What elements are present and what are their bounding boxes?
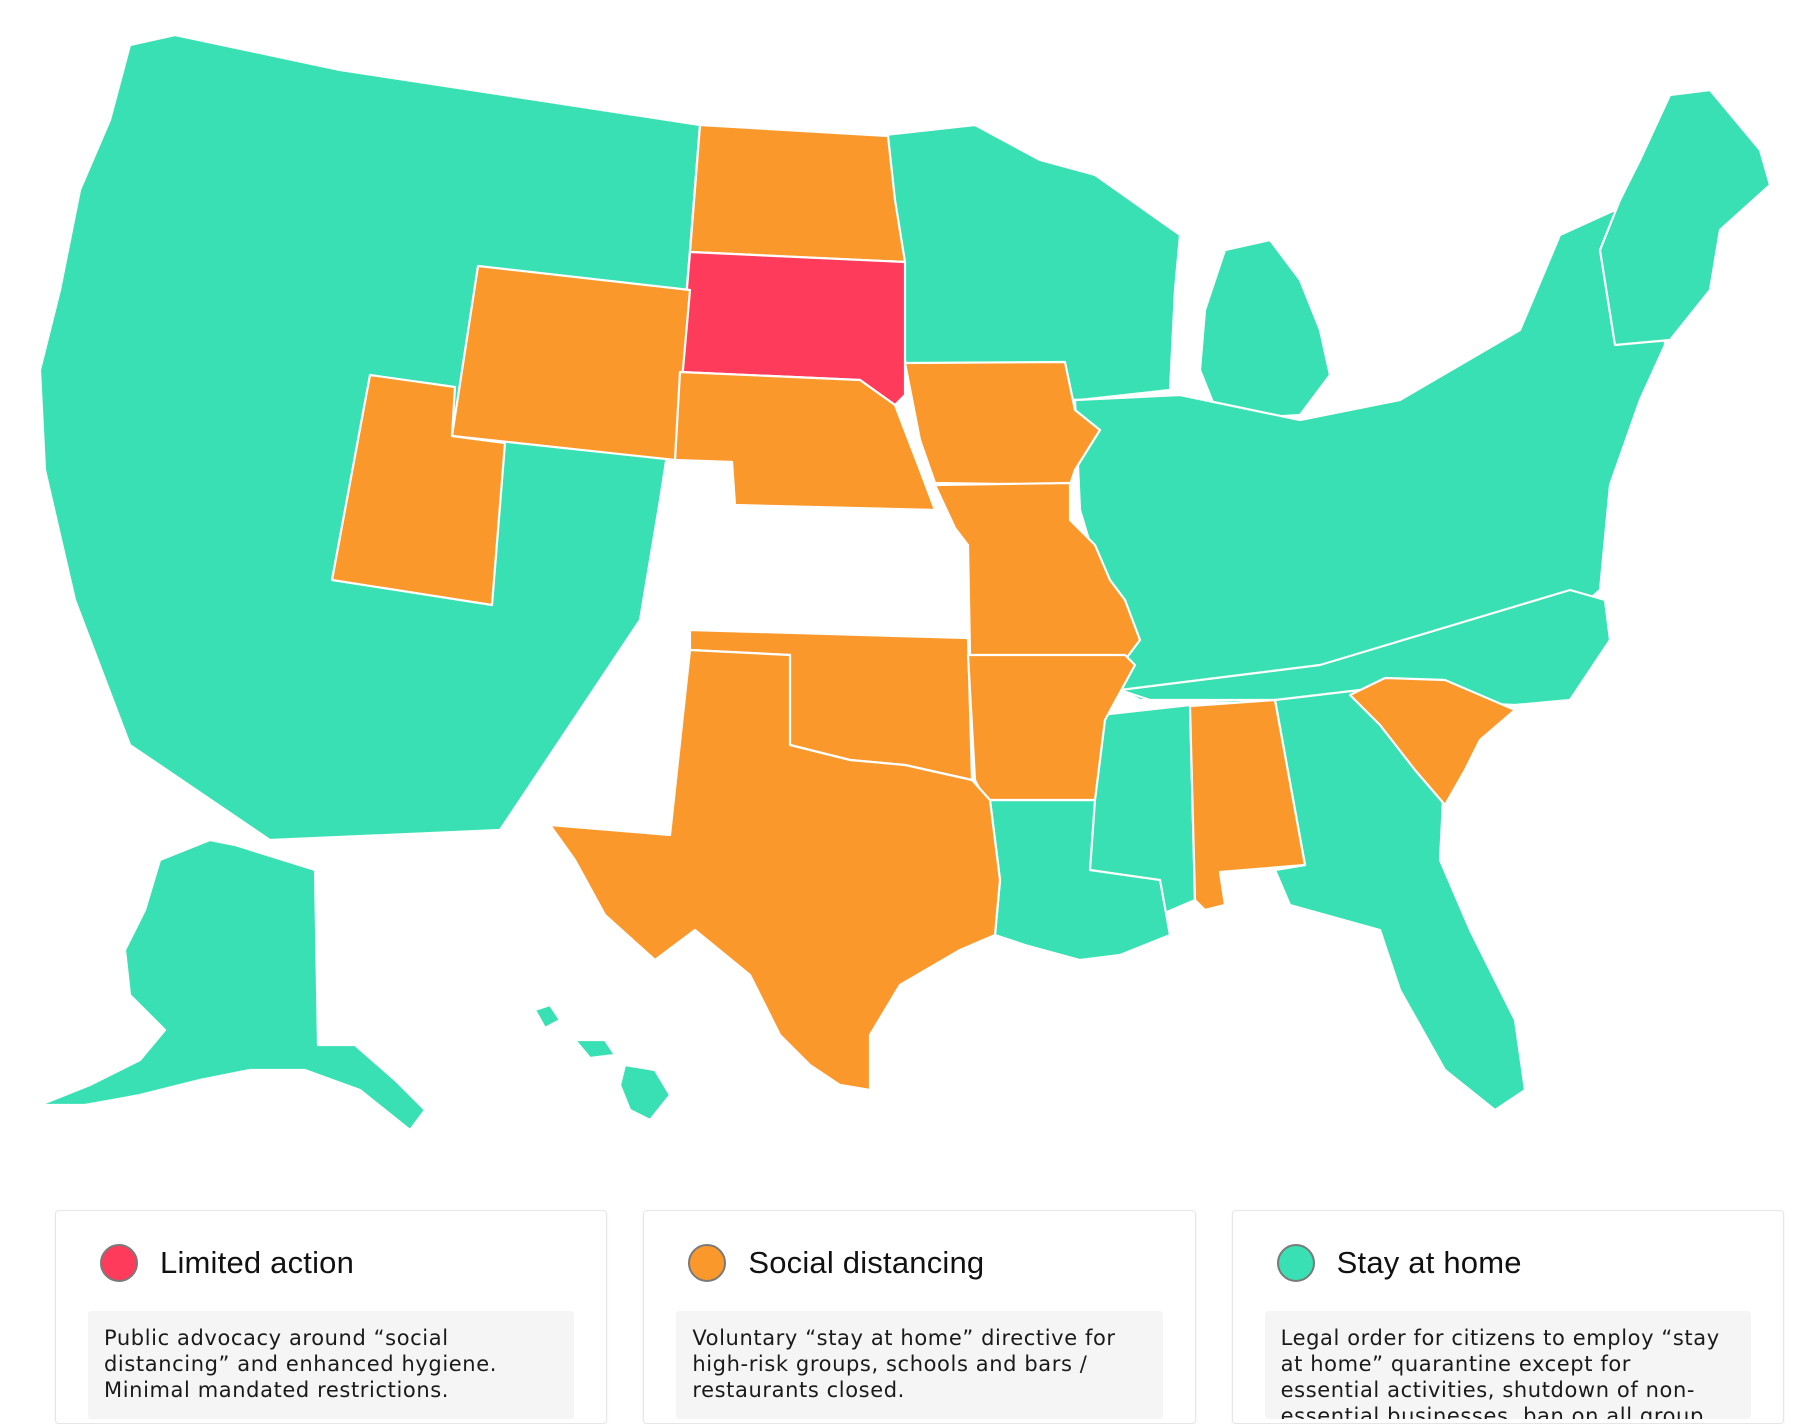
region-new-england[interactable] <box>1598 88 1772 347</box>
region-alabama[interactable] <box>1188 698 1307 912</box>
legend-title: Social distancing <box>748 1245 985 1280</box>
legend-card-header: Stay at home <box>1276 1237 1751 1289</box>
legend-card-limited-action: Limited action Public advocacy around “s… <box>55 1210 608 1424</box>
legend-card-header: Social distancing <box>688 1237 1162 1289</box>
region-michigan[interactable] <box>1198 238 1332 422</box>
region-iowa[interactable] <box>903 360 1102 487</box>
region-north-dakota[interactable] <box>688 123 907 264</box>
legend-card-header: Limited action <box>100 1237 574 1289</box>
region-wyoming[interactable] <box>450 264 692 462</box>
stay-at-home-swatch-icon <box>1276 1244 1315 1282</box>
region-alaska[interactable] <box>38 838 427 1132</box>
legend-description: Legal order for citizens to employ “stay… <box>1264 1311 1751 1419</box>
legend-title: Limited action <box>160 1245 355 1280</box>
region-nebraska[interactable] <box>673 370 937 512</box>
social-distancing-swatch-icon <box>688 1244 727 1282</box>
region-arkansas[interactable] <box>966 653 1137 802</box>
region-texas[interactable] <box>548 648 1002 1092</box>
limited-action-swatch-icon <box>100 1244 138 1282</box>
us-map <box>38 33 1772 1132</box>
region-missouri[interactable] <box>933 481 1142 662</box>
legend-card-stay-at-home: Stay at home Legal order for citizens to… <box>1231 1210 1784 1424</box>
legend-title: Stay at home <box>1336 1245 1522 1280</box>
legend-card-social-distancing: Social distancing Voluntary “stay at hom… <box>643 1210 1196 1424</box>
region-minnesota-wisconsin[interactable] <box>883 123 1182 402</box>
legend: Limited action Public advocacy around “s… <box>55 1210 1784 1424</box>
region-hawaii[interactable] <box>533 1003 672 1122</box>
region-south-carolina[interactable] <box>1348 676 1517 807</box>
legend-description: Public advocacy around “social distancin… <box>88 1311 575 1419</box>
legend-description: Voluntary “stay at home” directive for h… <box>676 1311 1163 1419</box>
region-georgia-florida[interactable] <box>1273 688 1527 1112</box>
region-utah[interactable] <box>330 373 507 607</box>
